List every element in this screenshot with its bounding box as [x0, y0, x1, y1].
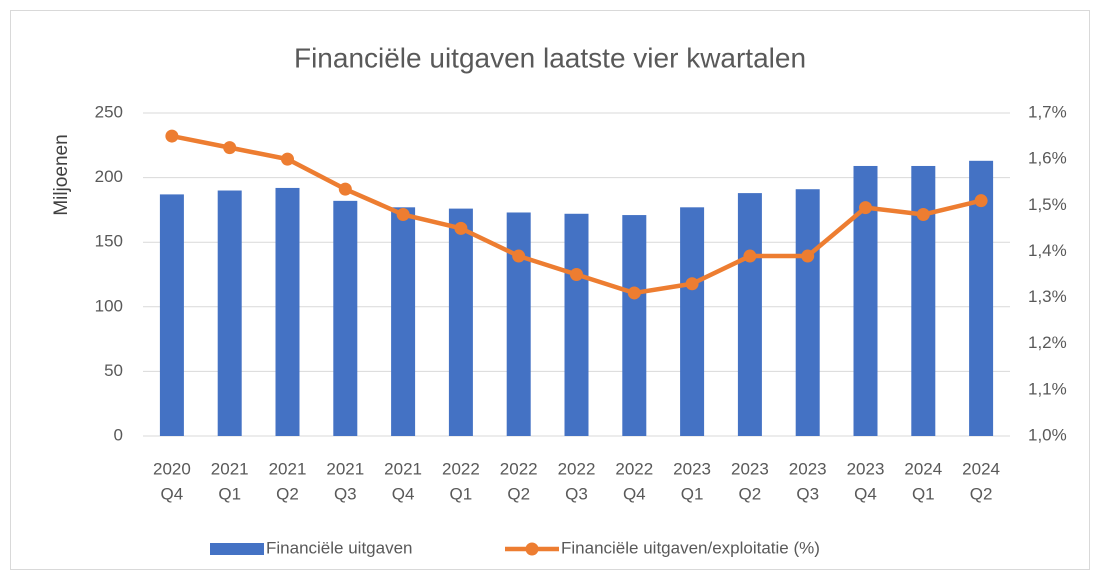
bar	[159, 194, 184, 436]
chart-border	[10, 10, 1090, 570]
legend-label: Financiële uitgaven	[266, 538, 412, 557]
y-tick-label: 0	[114, 425, 123, 444]
bar	[275, 187, 300, 436]
y2-tick-label: 1,1%	[1028, 379, 1067, 398]
x-tick-label: Q4	[854, 484, 877, 503]
bar	[448, 208, 473, 436]
y-tick-label: 250	[95, 102, 123, 121]
legend-swatch	[210, 543, 264, 555]
x-tick-label: 2022	[558, 459, 596, 478]
line-marker	[512, 249, 526, 263]
bar	[564, 213, 589, 436]
bar	[333, 200, 358, 436]
y2-tick-label: 1,5%	[1028, 195, 1067, 214]
line-marker	[454, 221, 468, 235]
line-marker	[570, 268, 583, 281]
x-tick-label: Q4	[392, 484, 415, 503]
line-marker	[627, 286, 641, 300]
bar	[795, 189, 820, 436]
x-tick-label: Q1	[681, 484, 704, 503]
chart-title: Financiële uitgaven laatste vier kwartal…	[294, 42, 806, 73]
x-tick-label: 2023	[847, 459, 885, 478]
x-tick-label: Q2	[507, 484, 530, 503]
x-tick-label: 2023	[673, 459, 711, 478]
bar	[622, 215, 647, 436]
line-marker	[685, 277, 699, 291]
bar	[217, 190, 242, 436]
x-tick-label: Q1	[912, 484, 935, 503]
line-marker	[743, 249, 757, 263]
x-tick-label: Q2	[739, 484, 762, 503]
x-tick-label: 2023	[789, 459, 827, 478]
y-tick-label: 50	[104, 361, 123, 380]
x-tick-label: 2020	[153, 459, 191, 478]
bar	[911, 165, 936, 437]
y2-tick-label: 1,4%	[1028, 241, 1067, 260]
line-marker	[916, 208, 930, 222]
legend-label: Financiële uitgaven/exploitatie (%)	[561, 538, 820, 557]
y2-tick-label: 1,7%	[1028, 102, 1067, 121]
line-marker	[165, 129, 179, 143]
x-tick-label: Q3	[796, 484, 819, 503]
legend-swatch	[525, 542, 539, 556]
y2-tick-label: 1,3%	[1028, 287, 1067, 306]
x-tick-label: Q4	[161, 484, 184, 503]
bar	[737, 193, 762, 436]
x-tick-label: 2022	[442, 459, 480, 478]
line-marker	[338, 182, 352, 196]
x-tick-label: Q1	[218, 484, 241, 503]
y-tick-label: 150	[95, 232, 123, 251]
x-tick-label: 2024	[962, 459, 1000, 478]
y-tick-label: 100	[95, 296, 123, 315]
y2-tick-label: 1,6%	[1028, 149, 1067, 168]
bar	[506, 212, 531, 436]
x-tick-label: 2021	[384, 459, 422, 478]
x-tick-label: Q1	[450, 484, 473, 503]
y-axis-label: Miljoenen	[51, 134, 72, 215]
x-tick-label: Q2	[276, 484, 299, 503]
line-marker	[974, 194, 988, 208]
x-tick-label: 2022	[615, 459, 653, 478]
y2-tick-label: 1,2%	[1028, 333, 1067, 352]
line-marker	[223, 141, 237, 155]
line-marker	[281, 152, 294, 166]
line-marker	[801, 249, 815, 263]
x-tick-label: Q2	[970, 484, 993, 503]
y-tick-label: 200	[95, 167, 123, 186]
bar	[680, 207, 705, 436]
bar	[391, 207, 416, 436]
x-tick-label: Q3	[334, 484, 357, 503]
x-tick-label: 2021	[326, 459, 364, 478]
x-tick-label: 2021	[211, 459, 249, 478]
x-tick-label: 2021	[269, 459, 307, 478]
x-tick-label: 2024	[904, 459, 942, 478]
x-tick-label: 2022	[500, 459, 538, 478]
x-tick-label: Q4	[623, 484, 646, 503]
x-tick-label: 2023	[731, 459, 769, 478]
line-marker	[859, 201, 872, 215]
x-tick-label: Q3	[565, 484, 588, 503]
line-marker	[396, 208, 410, 222]
y2-tick-label: 1,0%	[1028, 425, 1067, 444]
